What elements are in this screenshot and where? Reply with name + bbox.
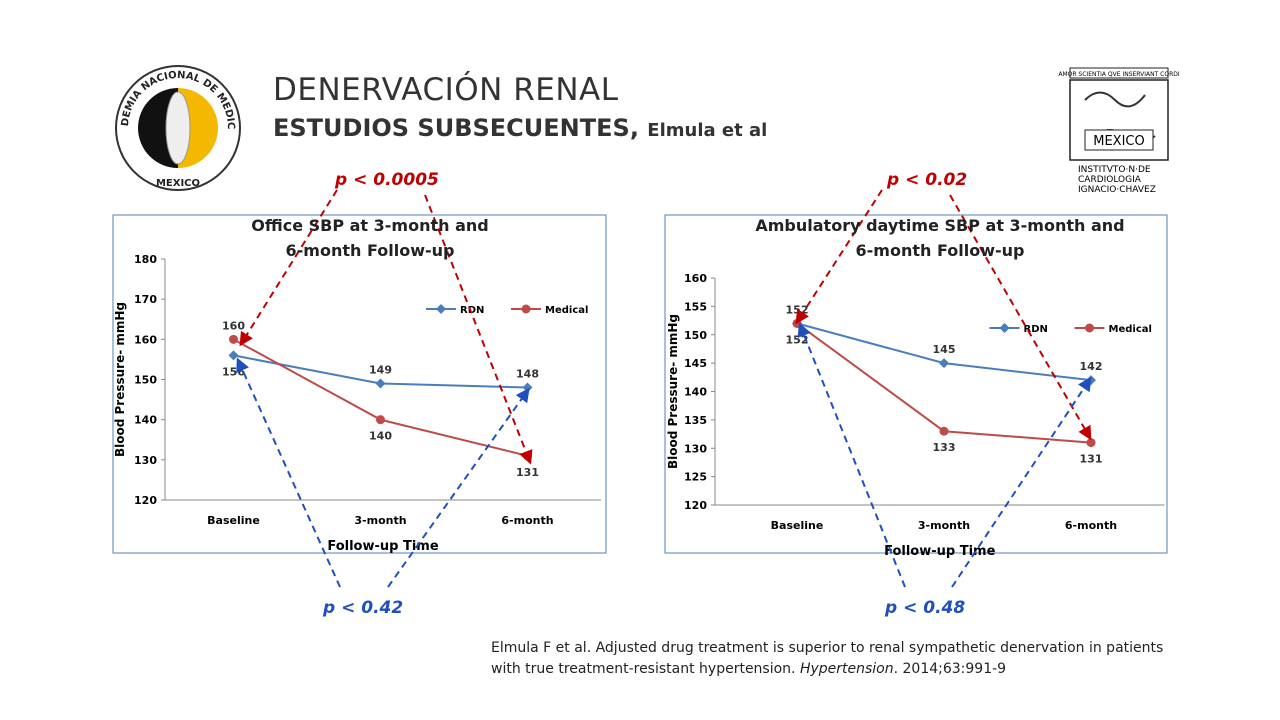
- logo-left: ACADEMIA NACIONAL DE MEDICINA MEXICO: [0, 0, 241, 191]
- citation-journal: Hypertension: [799, 661, 894, 677]
- slide-title: DENERVACIÓN RENAL: [273, 72, 619, 108]
- marker: [229, 334, 238, 344]
- marker: [376, 415, 385, 425]
- y-tick-label: 130: [684, 442, 707, 455]
- data-label: 149: [369, 364, 392, 377]
- legend-label: Medical: [545, 305, 588, 316]
- data-label: 160: [222, 319, 245, 332]
- marker: [939, 358, 949, 369]
- y-tick-label: 150: [684, 329, 707, 342]
- logo-motto: AMOR SCIENTIA QVE INSERVIANT CORDI: [1058, 71, 1180, 78]
- y-tick-label: 150: [134, 374, 157, 387]
- legend-label: RDN: [1024, 324, 1048, 335]
- charts: 120 130 140 150 160 170 180 Baseline 3-month 6-mo…: [113, 253, 1165, 559]
- data-label: 152: [786, 303, 809, 316]
- legend-label: RDN: [460, 305, 484, 316]
- p-value: p < 0.42: [323, 598, 404, 618]
- y-tick-label: 135: [684, 414, 707, 427]
- marker: [228, 350, 239, 361]
- x-axis-label: Follow-up Time: [327, 539, 438, 554]
- x-tick-label: Baseline: [771, 519, 824, 532]
- chart-title: Office SBP at 3-month and 6-month Follow…: [251, 216, 489, 260]
- data-label: 148: [516, 368, 539, 381]
- y-tick-label: 120: [134, 494, 157, 507]
- citation-details: . 2014;63:991-9: [893, 661, 1007, 677]
- citation-text: Elmula F et al. Adjusted drug treatment …: [491, 640, 1164, 677]
- marker: [375, 378, 386, 389]
- x-tick-label: 6-month: [1065, 519, 1117, 532]
- data-label: 140: [369, 430, 392, 443]
- chart-title: Ambulatory daytime SBP at 3-month and 6-…: [755, 216, 1125, 260]
- p-value: p < 0.48: [885, 598, 966, 618]
- logo-line: CARDIOLOGIA: [1078, 175, 1142, 185]
- y-tick-label: 125: [684, 471, 707, 484]
- y-tick-label: 140: [134, 414, 157, 427]
- logo-center: MEXICO: [1093, 134, 1144, 149]
- y-tick-label: 140: [684, 386, 707, 399]
- data-label: 145: [933, 343, 956, 356]
- y-tick-label: 155: [684, 300, 707, 313]
- y-axis-label: Blood Pressure- mmHg: [113, 302, 127, 457]
- y-axis-label: Blood Pressure- mmHg: [666, 314, 680, 469]
- marker: [939, 426, 949, 436]
- legend-marker: [436, 304, 446, 314]
- y-tick-label: 170: [134, 293, 157, 306]
- x-tick-label: 3-month: [354, 514, 406, 527]
- data-label: 133: [933, 441, 956, 454]
- logo-bottom-text: MEXICO: [156, 178, 200, 189]
- logo-right: AMOR SCIENTIA QVE INSERVIANT CORDI MEXIC…: [1058, 67, 1180, 195]
- y-tick-label: 130: [134, 454, 157, 467]
- x-axis-label: Follow-up Time: [884, 544, 995, 559]
- arrows: [236, 189, 1092, 588]
- y-tick-label: 180: [134, 253, 157, 266]
- subtitle-author: Elmula et al: [647, 120, 768, 141]
- x-tick-label: 3-month: [918, 519, 970, 532]
- data-label: 142: [1080, 360, 1103, 373]
- legend-marker: [521, 304, 531, 314]
- chart-frame: [112, 214, 607, 554]
- x-tick-label: Baseline: [207, 514, 260, 527]
- legend-label: Medical: [1109, 324, 1152, 335]
- data-label: 131: [516, 466, 539, 479]
- y-tick-label: 120: [684, 499, 707, 512]
- x-tick-label: 6-month: [501, 514, 553, 527]
- citation: Elmula F et al. Adjusted drug treatment …: [491, 638, 1191, 680]
- y-tick-label: 145: [684, 357, 707, 370]
- logo-line: IGNACIO·CHAVEZ: [1078, 185, 1156, 195]
- p-value: p < 0.0005: [335, 170, 439, 190]
- p-value: p < 0.02: [887, 170, 968, 190]
- logo-line: INSTITVTO·N·DE: [1078, 165, 1151, 175]
- subtitle: ESTUDIOS SUBSECUENTES,: [273, 114, 639, 142]
- legend-marker: [999, 323, 1010, 333]
- marker: [1086, 438, 1096, 448]
- slide-subtitle: ESTUDIOS SUBSECUENTES, Elmula et al: [273, 114, 767, 142]
- data-label: 131: [1080, 453, 1103, 466]
- legend-marker: [1085, 323, 1094, 333]
- y-tick-label: 160: [134, 333, 157, 346]
- y-tick-label: 160: [684, 272, 707, 285]
